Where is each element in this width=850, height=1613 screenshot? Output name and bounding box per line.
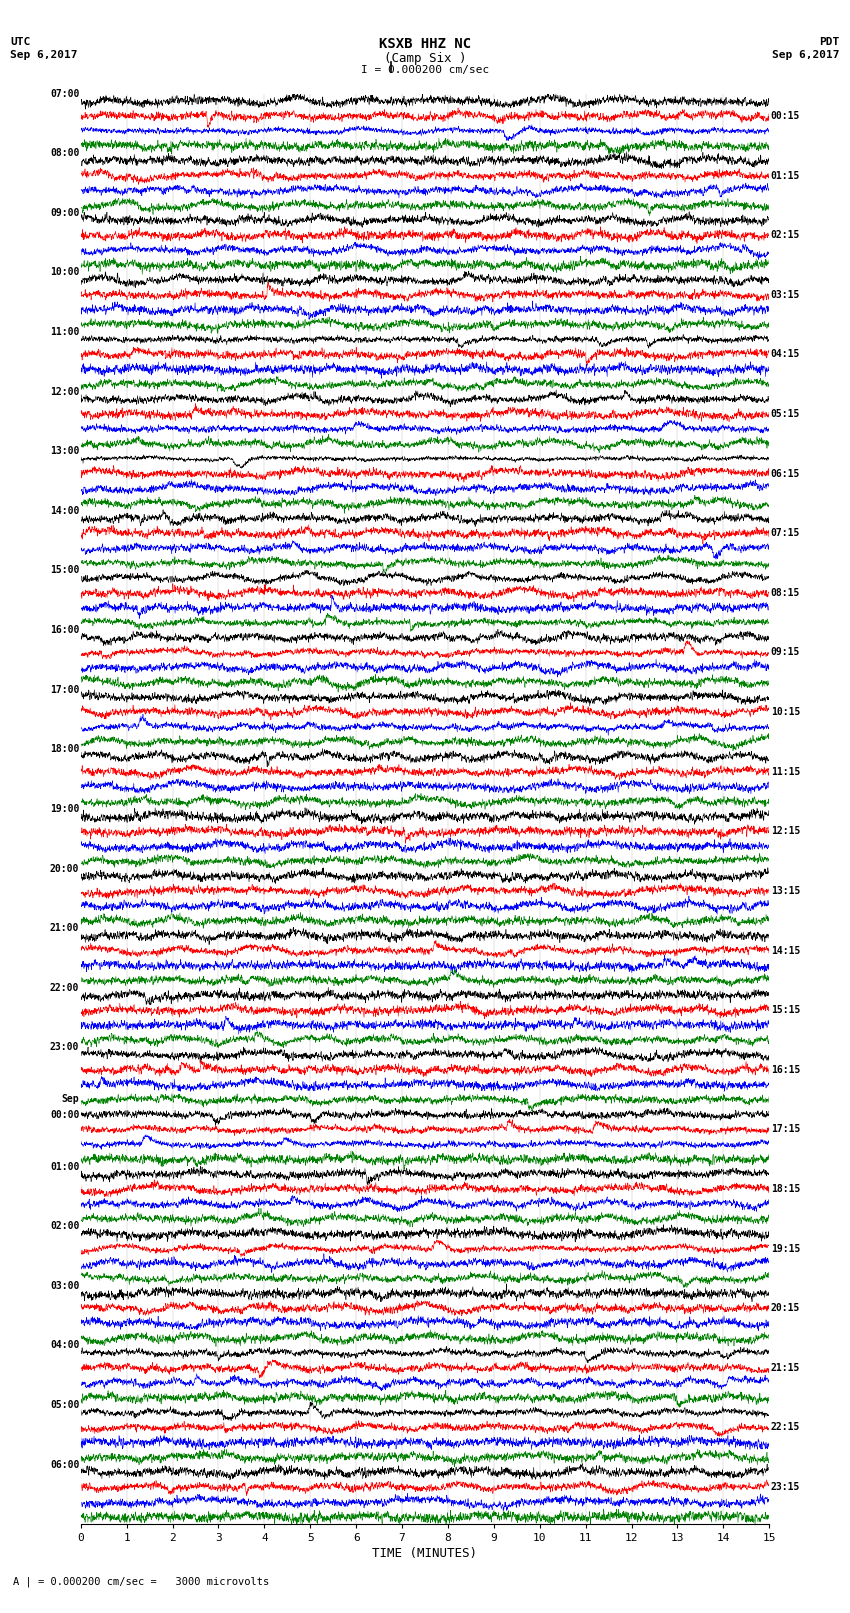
Text: 22:00: 22:00 bbox=[50, 982, 79, 992]
Text: 00:15: 00:15 bbox=[771, 111, 800, 121]
Text: 00:00: 00:00 bbox=[50, 1110, 79, 1119]
Text: 10:15: 10:15 bbox=[771, 706, 800, 718]
Text: 10:00: 10:00 bbox=[50, 268, 79, 277]
Text: 01:00: 01:00 bbox=[50, 1161, 79, 1171]
Text: 08:00: 08:00 bbox=[50, 148, 79, 158]
Text: 04:15: 04:15 bbox=[771, 350, 800, 360]
Text: 06:00: 06:00 bbox=[50, 1460, 79, 1469]
Text: 07:15: 07:15 bbox=[771, 527, 800, 539]
Text: 01:15: 01:15 bbox=[771, 171, 800, 181]
Text: 04:00: 04:00 bbox=[50, 1340, 79, 1350]
Text: 18:00: 18:00 bbox=[50, 744, 79, 755]
Text: 23:00: 23:00 bbox=[50, 1042, 79, 1052]
Text: 07:00: 07:00 bbox=[50, 89, 79, 98]
Text: 11:00: 11:00 bbox=[50, 327, 79, 337]
Text: 17:00: 17:00 bbox=[50, 684, 79, 695]
Text: 21:00: 21:00 bbox=[50, 923, 79, 934]
Text: UTC: UTC bbox=[10, 37, 31, 47]
Text: A | = 0.000200 cm/sec =   3000 microvolts: A | = 0.000200 cm/sec = 3000 microvolts bbox=[13, 1576, 269, 1587]
Text: 05:15: 05:15 bbox=[771, 410, 800, 419]
Text: Sep 6,2017: Sep 6,2017 bbox=[10, 50, 77, 60]
Text: 21:15: 21:15 bbox=[771, 1363, 800, 1373]
Text: 02:00: 02:00 bbox=[50, 1221, 79, 1231]
Text: 03:00: 03:00 bbox=[50, 1281, 79, 1290]
Text: 12:00: 12:00 bbox=[50, 387, 79, 397]
Text: 13:00: 13:00 bbox=[50, 447, 79, 456]
X-axis label: TIME (MINUTES): TIME (MINUTES) bbox=[372, 1547, 478, 1560]
Text: 16:15: 16:15 bbox=[771, 1065, 800, 1074]
Text: 09:15: 09:15 bbox=[771, 647, 800, 658]
Text: 08:15: 08:15 bbox=[771, 587, 800, 598]
Text: 02:15: 02:15 bbox=[771, 231, 800, 240]
Text: (Camp Six ): (Camp Six ) bbox=[383, 52, 467, 65]
Text: Sep 6,2017: Sep 6,2017 bbox=[773, 50, 840, 60]
Text: 14:00: 14:00 bbox=[50, 506, 79, 516]
Text: PDT: PDT bbox=[819, 37, 840, 47]
Text: 05:00: 05:00 bbox=[50, 1400, 79, 1410]
Text: 16:00: 16:00 bbox=[50, 626, 79, 636]
Text: 03:15: 03:15 bbox=[771, 290, 800, 300]
Text: 12:15: 12:15 bbox=[771, 826, 800, 836]
Text: KSXB HHZ NC: KSXB HHZ NC bbox=[379, 37, 471, 52]
Text: 09:00: 09:00 bbox=[50, 208, 79, 218]
Text: 20:00: 20:00 bbox=[50, 863, 79, 874]
Text: 06:15: 06:15 bbox=[771, 469, 800, 479]
Text: 20:15: 20:15 bbox=[771, 1303, 800, 1313]
Text: Sep: Sep bbox=[62, 1094, 79, 1105]
Text: 22:15: 22:15 bbox=[771, 1423, 800, 1432]
Text: 19:00: 19:00 bbox=[50, 803, 79, 815]
Text: 15:15: 15:15 bbox=[771, 1005, 800, 1015]
Text: 23:15: 23:15 bbox=[771, 1482, 800, 1492]
Text: 14:15: 14:15 bbox=[771, 945, 800, 955]
Text: I = 0.000200 cm/sec: I = 0.000200 cm/sec bbox=[361, 65, 489, 74]
Text: 18:15: 18:15 bbox=[771, 1184, 800, 1194]
Text: 19:15: 19:15 bbox=[771, 1244, 800, 1253]
Text: 17:15: 17:15 bbox=[771, 1124, 800, 1134]
Text: 13:15: 13:15 bbox=[771, 886, 800, 895]
Text: 11:15: 11:15 bbox=[771, 766, 800, 777]
Text: 15:00: 15:00 bbox=[50, 566, 79, 576]
